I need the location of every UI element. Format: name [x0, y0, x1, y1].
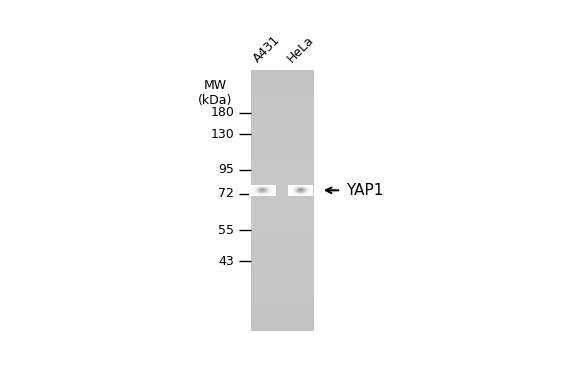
Bar	[251, 295, 314, 298]
Bar	[251, 99, 314, 103]
Bar	[251, 109, 314, 112]
Bar	[251, 197, 314, 200]
Bar	[251, 298, 314, 301]
Bar	[251, 145, 314, 148]
Bar	[251, 184, 314, 187]
Text: 130: 130	[211, 128, 234, 141]
Bar	[251, 253, 314, 256]
Bar	[251, 220, 314, 223]
Bar	[251, 138, 314, 142]
Bar	[251, 305, 314, 308]
Bar	[251, 181, 314, 184]
Bar	[251, 171, 314, 174]
Bar	[251, 155, 314, 158]
Text: A431: A431	[251, 33, 283, 65]
Bar	[251, 275, 314, 279]
Bar	[251, 308, 314, 311]
Bar	[251, 259, 314, 262]
Bar	[251, 239, 314, 243]
Bar	[251, 148, 314, 152]
Bar	[251, 164, 314, 168]
Bar	[251, 93, 314, 96]
Bar	[251, 301, 314, 305]
Bar	[251, 236, 314, 239]
Bar	[251, 314, 314, 318]
Bar	[251, 106, 314, 109]
Bar	[251, 191, 314, 194]
Bar	[251, 233, 314, 236]
Bar	[251, 116, 314, 119]
Bar	[251, 230, 314, 233]
Text: 180: 180	[210, 106, 234, 119]
Text: 55: 55	[218, 224, 234, 237]
Bar	[251, 269, 314, 272]
Bar	[251, 200, 314, 204]
Bar	[251, 226, 314, 230]
Bar	[251, 327, 314, 331]
Bar	[251, 73, 314, 77]
Bar	[251, 243, 314, 246]
Bar	[251, 158, 314, 161]
Bar	[251, 285, 314, 288]
Bar	[251, 122, 314, 125]
Text: HeLa: HeLa	[285, 33, 316, 65]
Bar	[251, 119, 314, 122]
Bar	[251, 321, 314, 324]
Bar	[251, 282, 314, 285]
Text: 95: 95	[218, 163, 234, 177]
Bar	[251, 194, 314, 197]
Bar	[251, 187, 314, 191]
Bar	[251, 112, 314, 116]
Bar	[251, 213, 314, 217]
Bar	[251, 125, 314, 129]
Bar	[251, 178, 314, 181]
Bar	[251, 161, 314, 164]
Bar	[251, 168, 314, 171]
Bar	[251, 256, 314, 259]
Bar	[251, 132, 314, 135]
Bar	[251, 204, 314, 207]
Bar	[251, 70, 314, 73]
Bar	[251, 249, 314, 253]
Bar	[251, 83, 314, 87]
Bar	[251, 87, 314, 90]
Text: 72: 72	[218, 187, 234, 200]
Bar	[251, 265, 314, 269]
Bar	[251, 152, 314, 155]
Bar	[251, 324, 314, 327]
Bar	[251, 90, 314, 93]
Bar	[251, 272, 314, 275]
Bar	[251, 279, 314, 282]
Bar	[251, 77, 314, 80]
Bar	[251, 174, 314, 178]
Bar	[251, 210, 314, 213]
Bar	[251, 291, 314, 295]
Bar	[251, 246, 314, 249]
Bar	[251, 207, 314, 210]
Text: YAP1: YAP1	[346, 183, 383, 198]
Bar	[251, 103, 314, 106]
Bar	[251, 223, 314, 226]
Bar	[251, 318, 314, 321]
Text: MW
(kDa): MW (kDa)	[198, 79, 232, 107]
Bar	[251, 80, 314, 83]
Bar	[251, 288, 314, 291]
Bar	[251, 142, 314, 145]
Bar	[251, 311, 314, 314]
Bar	[251, 262, 314, 265]
Text: 43: 43	[218, 255, 234, 268]
Bar	[251, 96, 314, 99]
Bar	[251, 129, 314, 132]
Bar	[251, 217, 314, 220]
Bar	[251, 135, 314, 138]
